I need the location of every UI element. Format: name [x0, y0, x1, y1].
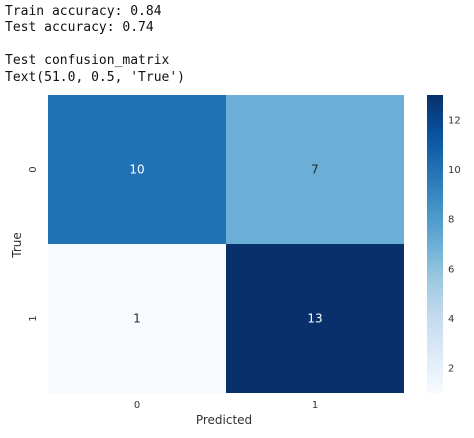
colorbar-tick-label: 2 [448, 364, 454, 375]
x-tick-label: 0 [134, 400, 140, 411]
colorbar-tick-label: 10 [448, 165, 461, 176]
cell-output: Train accuracy: 0.84 Test accuracy: 0.74 T… [5, 4, 185, 86]
y-tick-label: 1 [28, 315, 39, 321]
heatmap-cell-r0-c1 [226, 95, 404, 244]
cell-annotation-r1-c1: 13 [307, 312, 322, 326]
y-tick-label: 0 [28, 166, 39, 172]
x-tick-label: 1 [312, 400, 318, 411]
colorbar [427, 95, 443, 393]
cell-annotation-r0-c0: 10 [129, 163, 144, 177]
y-axis-label: True [10, 232, 24, 259]
heatmap-cell-r1-c0 [48, 244, 226, 393]
train-accuracy-text: Train accuracy: 0.84 [5, 4, 162, 19]
confusion-matrix-title: Test confusion_matrix [5, 53, 170, 69]
test-accuracy-text: Test accuracy: 0.74 [5, 20, 154, 36]
colorbar-tick-label: 4 [448, 314, 454, 325]
colorbar-tick-label: 8 [448, 215, 454, 226]
heatmap-cell-r0-c0 [48, 95, 226, 244]
heatmap-cell-r1-c1 [226, 244, 404, 393]
colorbar-tick-label: 12 [448, 115, 461, 126]
text-repr-output: Text(51.0, 0.5, 'True') [5, 69, 186, 85]
cell-annotation-r0-c1: 7 [311, 163, 319, 177]
cell-annotation-r1-c0: 1 [133, 312, 141, 326]
colorbar-tick-label: 6 [448, 264, 454, 275]
x-axis-label: Predicted [196, 413, 252, 427]
